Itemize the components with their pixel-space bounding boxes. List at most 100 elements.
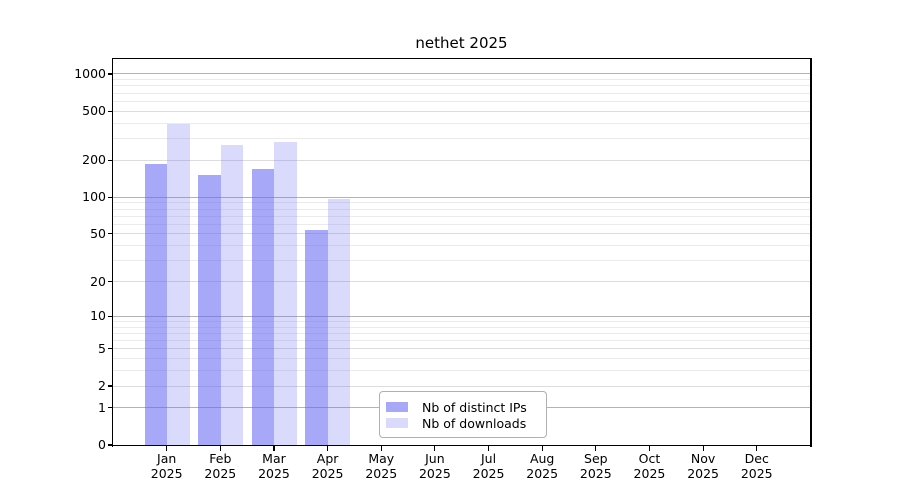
x-tick-year: 2025 [687,466,719,481]
x-tick-label: Jul 2025 [457,451,521,481]
y-tick-label: 200 [82,152,106,168]
bar-distinct-ips-feb [198,174,221,445]
y-tick-mark [108,196,113,198]
y-tick-label: 50 [90,225,106,241]
y-tick-label: 1000 [74,65,106,81]
x-tick-mark [273,446,275,451]
minor-gridline [113,326,810,328]
minor-gridline [113,202,810,204]
decade-gridline [113,73,810,75]
gridline [113,159,810,161]
bar-downloads-mar [274,141,297,445]
x-tick-mark [380,446,382,451]
y-tick-label: 2 [98,378,106,393]
x-tick-month: Feb [209,451,232,466]
x-tick-month: Jan [157,451,177,466]
bar-downloads-apr [327,198,351,445]
x-tick-year: 2025 [204,466,237,481]
gridline [113,110,810,112]
y-tick-mark [108,73,113,75]
x-tick-year: 2025 [633,466,666,481]
minor-gridline [113,245,810,247]
minor-gridline [113,223,810,225]
minor-gridline [113,358,810,360]
minor-gridline [113,85,810,87]
y-tick-mark [108,159,113,161]
legend-swatch [386,417,408,429]
minor-gridline [113,208,810,210]
x-tick-label: Aug 2025 [510,451,574,481]
x-tick-label: Feb 2025 [188,451,252,481]
x-tick-year: 2025 [365,466,398,481]
minor-gridline [113,122,810,124]
gridline [113,281,810,282]
x-tick-month: Oct [638,451,661,466]
x-tick-month: Mar [262,451,286,466]
y-tick-mark [108,385,113,387]
x-tick-mark [648,446,651,451]
y-tick-mark [108,348,113,350]
x-tick-mark [327,446,329,451]
y-tick-mark [108,444,113,446]
legend-label: Nb of downloads [422,415,527,431]
x-tick-year: 2025 [740,466,773,481]
plot-spine-left [111,57,113,447]
y-tick-label: 0 [98,437,106,452]
x-tick-year: 2025 [526,466,559,481]
x-tick-label: Jun 2025 [403,451,467,481]
minor-gridline [113,215,810,217]
y-tick-mark [108,407,113,409]
x-tick-label: May 2025 [349,451,413,481]
bar-distinct-ips-mar [251,168,275,445]
y-tick-label: 20 [90,273,106,289]
legend-label: Nb of distinct IPs [422,399,527,415]
x-tick-mark [702,446,704,451]
x-tick-month: Apr [316,451,339,466]
x-tick-year: 2025 [311,466,344,481]
minor-gridline [113,100,810,102]
x-tick-mark [219,446,221,451]
x-tick-month: Jun [425,451,445,466]
x-tick-month: Dec [744,451,769,466]
decade-gridline [113,315,810,317]
bar-downloads-jan [167,124,190,445]
y-tick-mark [108,315,113,317]
x-tick-month: Sep [584,451,608,466]
plot-spine-bottom [111,444,812,447]
x-tick-year: 2025 [258,466,290,481]
minor-gridline [113,340,810,341]
plot-spine-top [111,57,812,59]
y-tick-mark [108,233,113,235]
x-tick-mark [595,446,597,451]
gridline [113,385,810,387]
minor-gridline [113,79,810,81]
plot-area [108,57,812,451]
y-tick-label: 100 [82,189,106,205]
minor-gridline [113,138,810,140]
bar-distinct-ips-jan [144,164,167,445]
legend-item: Nb of distinct IPs [386,399,546,415]
gridline [113,348,810,350]
x-tick-label: Sep 2025 [564,451,628,481]
y-tick-label: 10 [90,308,106,324]
y-tick-mark [108,110,113,112]
x-tick-label: Nov 2025 [671,451,735,481]
plot-spine-right [810,57,812,447]
x-tick-mark [756,446,758,451]
x-tick-month: Nov [690,451,716,466]
minor-gridline [113,370,810,372]
y-tick-label: 5 [98,340,106,356]
legend-item: Nb of downloads [386,415,546,431]
x-tick-label: Jan 2025 [135,451,199,481]
x-tick-mark [434,446,436,451]
minor-gridline [113,92,810,94]
x-tick-mark [541,446,543,451]
y-tick-label: 1 [98,399,106,415]
x-tick-year: 2025 [579,466,612,481]
x-tick-year: 2025 [418,466,451,481]
x-tick-month: Jul [480,451,497,466]
x-tick-label: Dec 2025 [725,451,789,481]
minor-gridline [113,332,810,334]
legend-swatch [386,401,408,413]
x-tick-month: Aug [529,451,555,466]
